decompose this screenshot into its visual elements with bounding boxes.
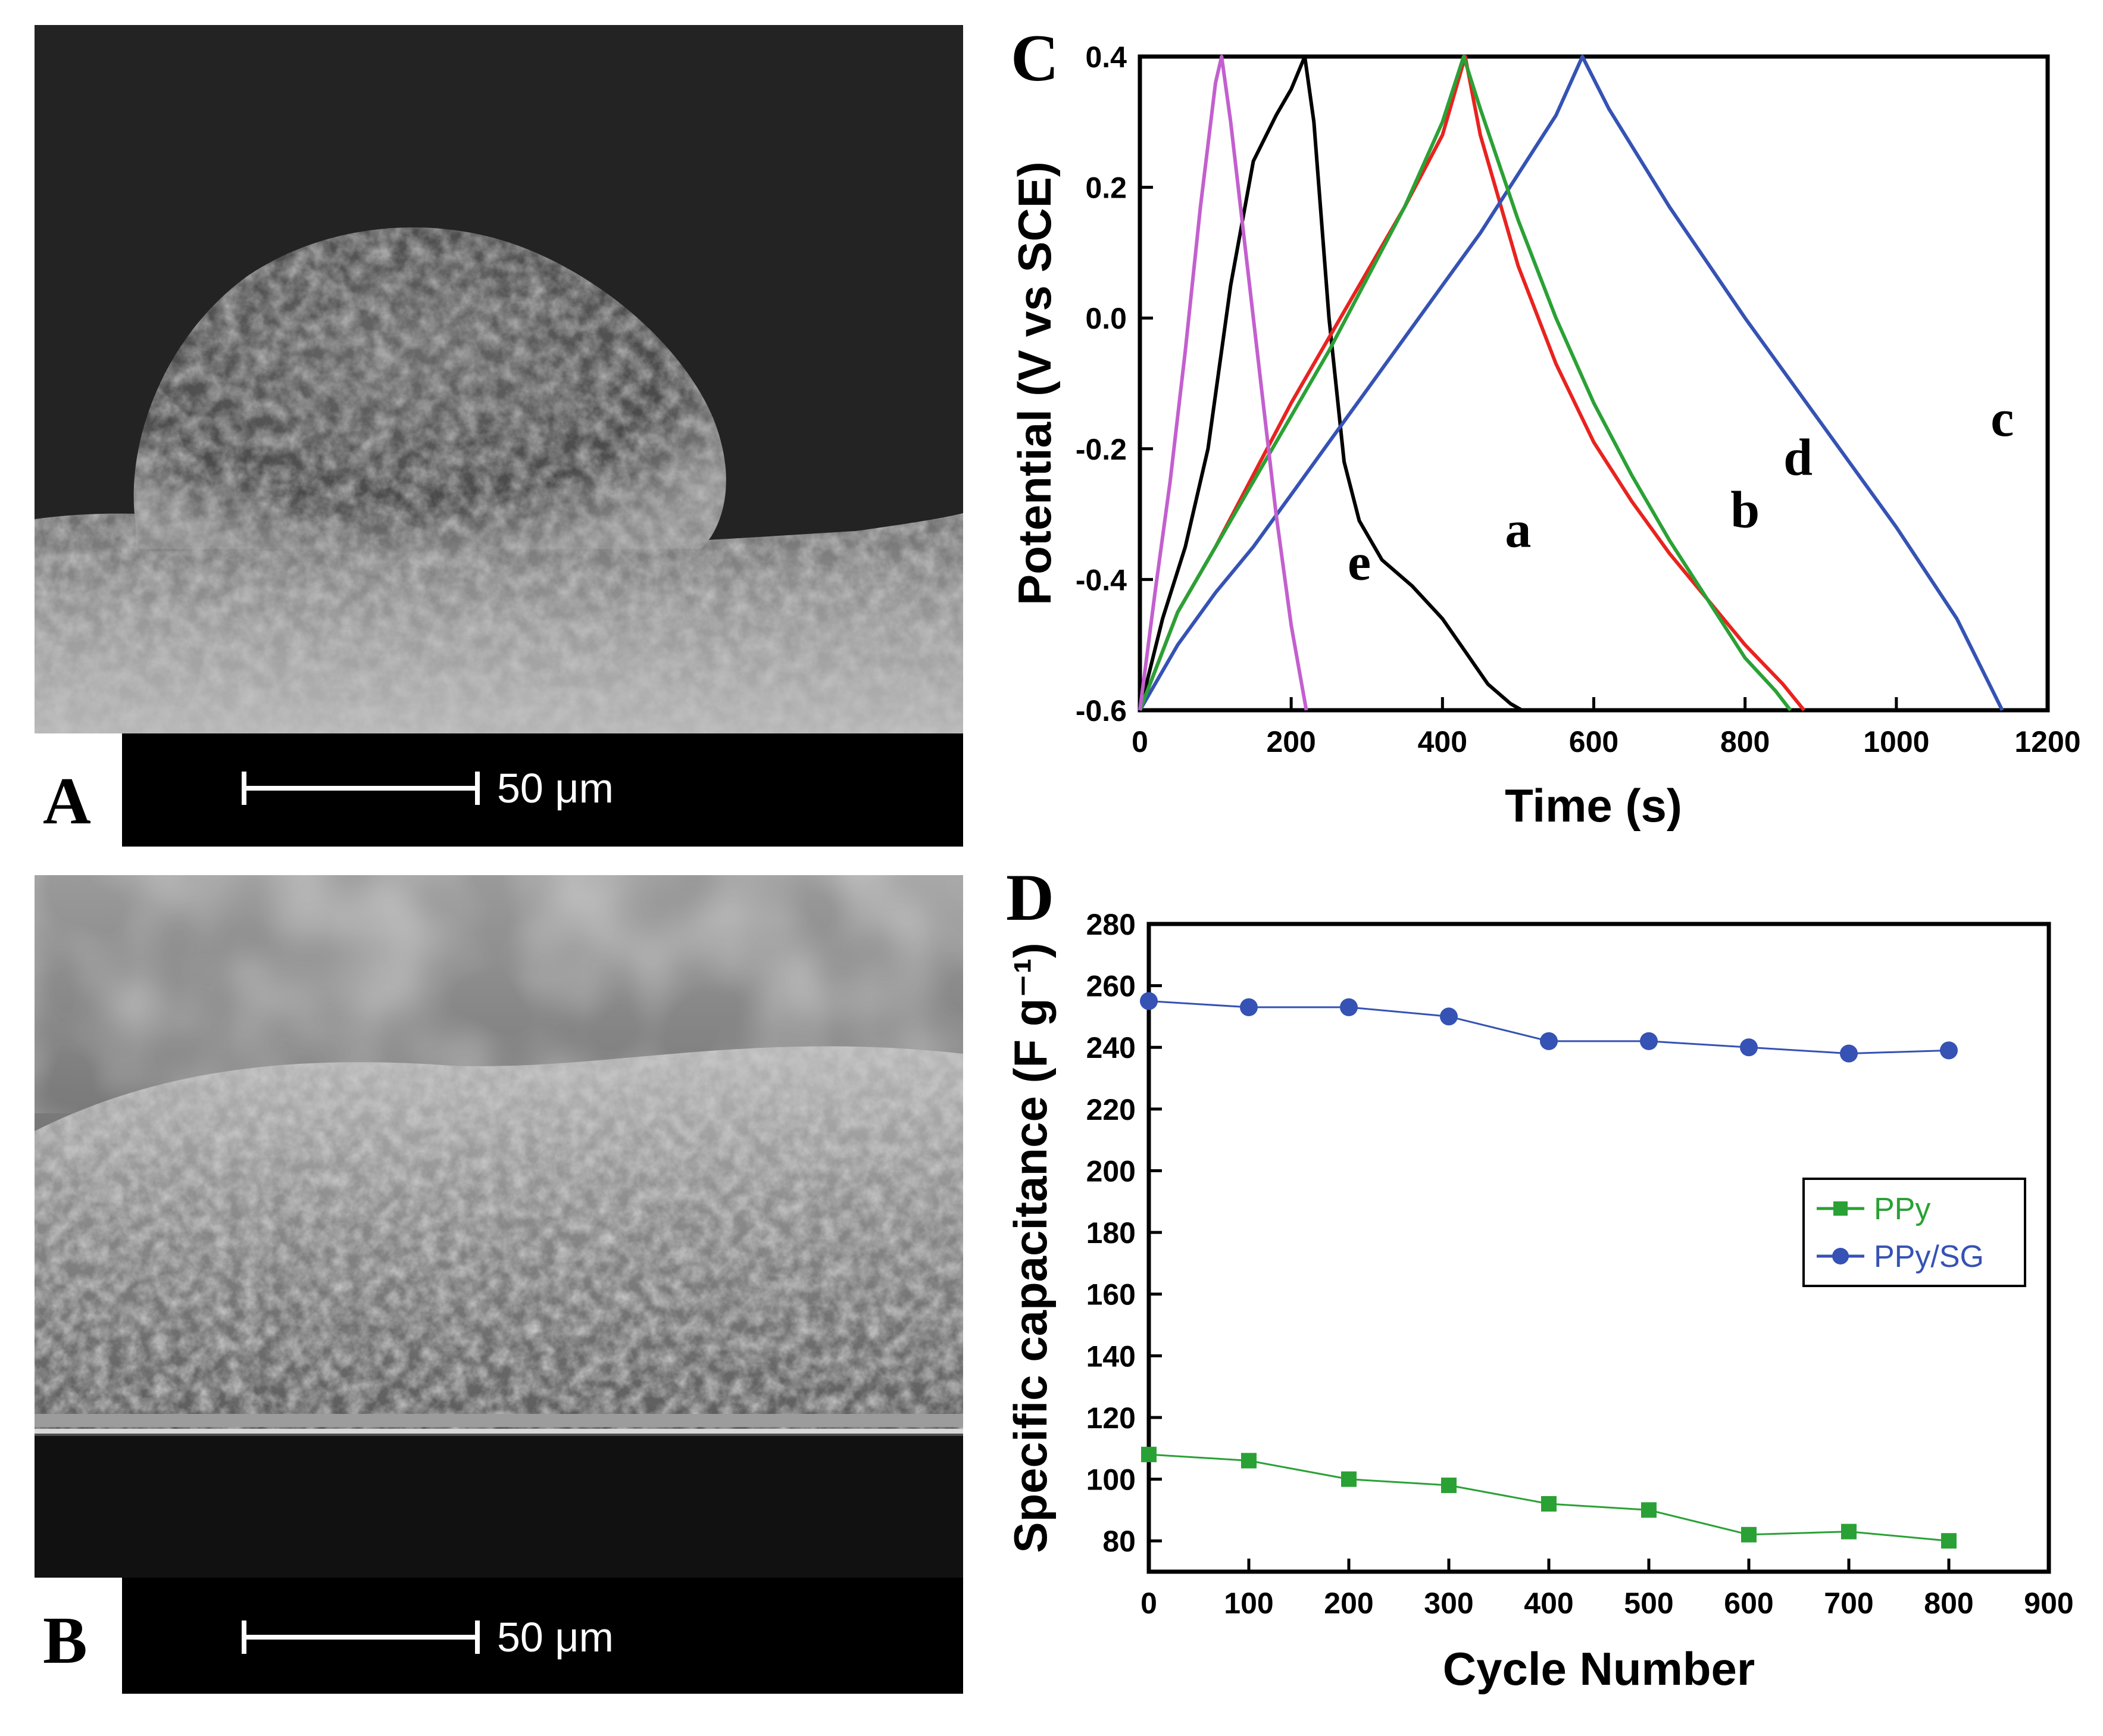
x-tick-label-0: 0	[1140, 1587, 1157, 1620]
x-tick-label-3: 300	[1424, 1587, 1473, 1620]
y-tick-label-9: 260	[1086, 970, 1136, 1003]
x-tick-label-3: 600	[1569, 725, 1618, 758]
x-tick-label-0: 0	[1132, 725, 1148, 758]
plot-frame-c	[1138, 54, 2050, 713]
y-tick-label-5: 0.4	[1085, 40, 1127, 74]
panel-a: 50 μm A	[0, 0, 976, 851]
point-ppy-6	[1741, 1526, 1757, 1543]
sem-micrograph-a	[35, 25, 963, 733]
point-ppy-sg-1	[1240, 998, 1258, 1016]
legend-label-ppy: PPy	[1874, 1192, 1930, 1226]
point-ppy-1	[1241, 1453, 1257, 1469]
curve-label-b: b	[1730, 482, 1760, 539]
x-axis-title-d: Cycle Number	[1443, 1643, 1755, 1695]
panel-letter-b: B	[43, 1604, 88, 1678]
series-line-b	[1138, 55, 1806, 711]
axis-ticks-d: 0 100 200 300 400 500 600 700 800 900 80 100 120 140 1…	[1086, 908, 2074, 1620]
y-tick-label-6: 200	[1086, 1154, 1136, 1188]
series-line-d	[1138, 55, 1792, 711]
panel-letter-a: A	[43, 764, 91, 838]
x-tick-label-5: 1000	[1863, 725, 1929, 758]
y-tick-label-3: 0.0	[1085, 302, 1127, 335]
point-ppy-sg-5	[1640, 1032, 1658, 1050]
x-tick-label-5: 500	[1624, 1587, 1673, 1620]
scale-bar-line-b	[242, 1621, 480, 1654]
plot-frame-d	[1146, 922, 2051, 1574]
y-tick-label-10: 280	[1086, 908, 1136, 941]
scale-bar-line-a	[242, 772, 480, 805]
chart-d: D 0 100 200 300 400 500 600 700 800 900 80 100 120 14…	[1004, 861, 2074, 1695]
x-tick-label-8: 800	[1924, 1587, 1973, 1620]
y-tick-label-3: 140	[1086, 1340, 1136, 1373]
y-tick-label-7: 220	[1086, 1093, 1136, 1126]
point-ppy-5	[1641, 1502, 1657, 1518]
panel-b: 50 μm B	[0, 857, 976, 1715]
x-tick-label-2: 400	[1418, 725, 1467, 758]
panel-letter-d: D	[1006, 861, 1054, 935]
point-ppy-8	[1941, 1533, 1957, 1549]
legend-label-ppy-sg: PPy/SG	[1874, 1239, 1984, 1274]
series-group-c: a b c d e	[1138, 55, 2014, 712]
curve-label-a: a	[1505, 501, 1531, 559]
legend-marker-ppy-sg	[1832, 1248, 1849, 1264]
x-tick-label-7: 700	[1824, 1587, 1873, 1620]
point-ppy-7	[1841, 1523, 1857, 1540]
legend-box-d	[1802, 1178, 2026, 1287]
scale-bar-label-b: 50 μm	[497, 1614, 614, 1660]
curve-label-d: d	[1783, 429, 1813, 487]
point-ppy-sg-7	[1840, 1044, 1858, 1063]
y-tick-label-0: -0.6	[1076, 694, 1127, 728]
x-tick-label-2: 200	[1324, 1587, 1373, 1620]
x-tick-label-4: 800	[1720, 725, 1770, 758]
legend-marker-ppy	[1833, 1201, 1848, 1216]
y-tick-label-8: 240	[1086, 1031, 1136, 1064]
sem-micrograph-b	[35, 875, 963, 1578]
x-tick-label-6: 1200	[2014, 725, 2080, 758]
point-ppy-sg-4	[1540, 1032, 1558, 1050]
curve-label-c: c	[1990, 390, 2014, 448]
point-ppy-sg-2	[1340, 998, 1358, 1016]
panel-letter-c: C	[1011, 21, 1059, 95]
series-line-e	[1138, 55, 1308, 711]
chart-c: C 0 200 400 600 800 1000 1200 -0.6 -0.4 -0.2 0.0 0.…	[1008, 21, 2081, 832]
point-ppy-sg-8	[1940, 1041, 1958, 1060]
y-tick-label-1: -0.4	[1076, 563, 1127, 597]
scale-bar-label-a: 50 μm	[497, 765, 614, 811]
series-line-a	[1138, 55, 1523, 712]
point-ppy-0	[1141, 1447, 1157, 1463]
x-tick-label-4: 400	[1524, 1587, 1573, 1620]
y-tick-label-2: -0.2	[1076, 433, 1127, 466]
y-tick-label-0: 80	[1102, 1525, 1136, 1558]
point-ppy-3	[1441, 1477, 1457, 1493]
y-tick-label-5: 180	[1086, 1216, 1136, 1250]
legend-d: PPy PPy/SG	[1802, 1178, 2026, 1287]
point-ppy-sg-3	[1440, 1007, 1458, 1026]
x-tick-label-1: 100	[1224, 1587, 1273, 1620]
point-ppy-sg-0	[1140, 992, 1158, 1010]
x-tick-label-9: 900	[2024, 1587, 2073, 1620]
y-tick-label-4: 0.2	[1085, 171, 1127, 205]
x-axis-title-c: Time (s)	[1505, 779, 1682, 832]
scale-bar-panel-a: 50 μm	[122, 733, 963, 847]
point-ppy-2	[1341, 1471, 1357, 1487]
scale-bar-panel-b: 50 μm	[122, 1578, 963, 1694]
sem-image-a	[35, 25, 963, 733]
sem-image-b	[35, 875, 963, 1578]
series-line-c	[1138, 55, 2004, 711]
y-tick-label-1: 100	[1086, 1463, 1136, 1497]
curve-label-e: e	[1348, 533, 1371, 591]
point-ppy-4	[1541, 1496, 1557, 1512]
series-group-d	[1140, 992, 1958, 1549]
point-ppy-sg-6	[1740, 1038, 1758, 1057]
x-tick-label-1: 200	[1266, 725, 1315, 758]
y-axis-title-c: Potential (V vs SCE)	[1008, 161, 1061, 605]
y-tick-label-2: 120	[1086, 1401, 1136, 1435]
axis-ticks-c: 0 200 400 600 800 1000 1200 -0.6 -0.4 -0.2 0.0 0.2 0…	[1076, 40, 2081, 758]
x-tick-label-6: 600	[1724, 1587, 1773, 1620]
y-axis-title-d: Specific capacitance (F g⁻¹)	[1004, 942, 1057, 1553]
y-tick-label-4: 160	[1086, 1278, 1136, 1312]
